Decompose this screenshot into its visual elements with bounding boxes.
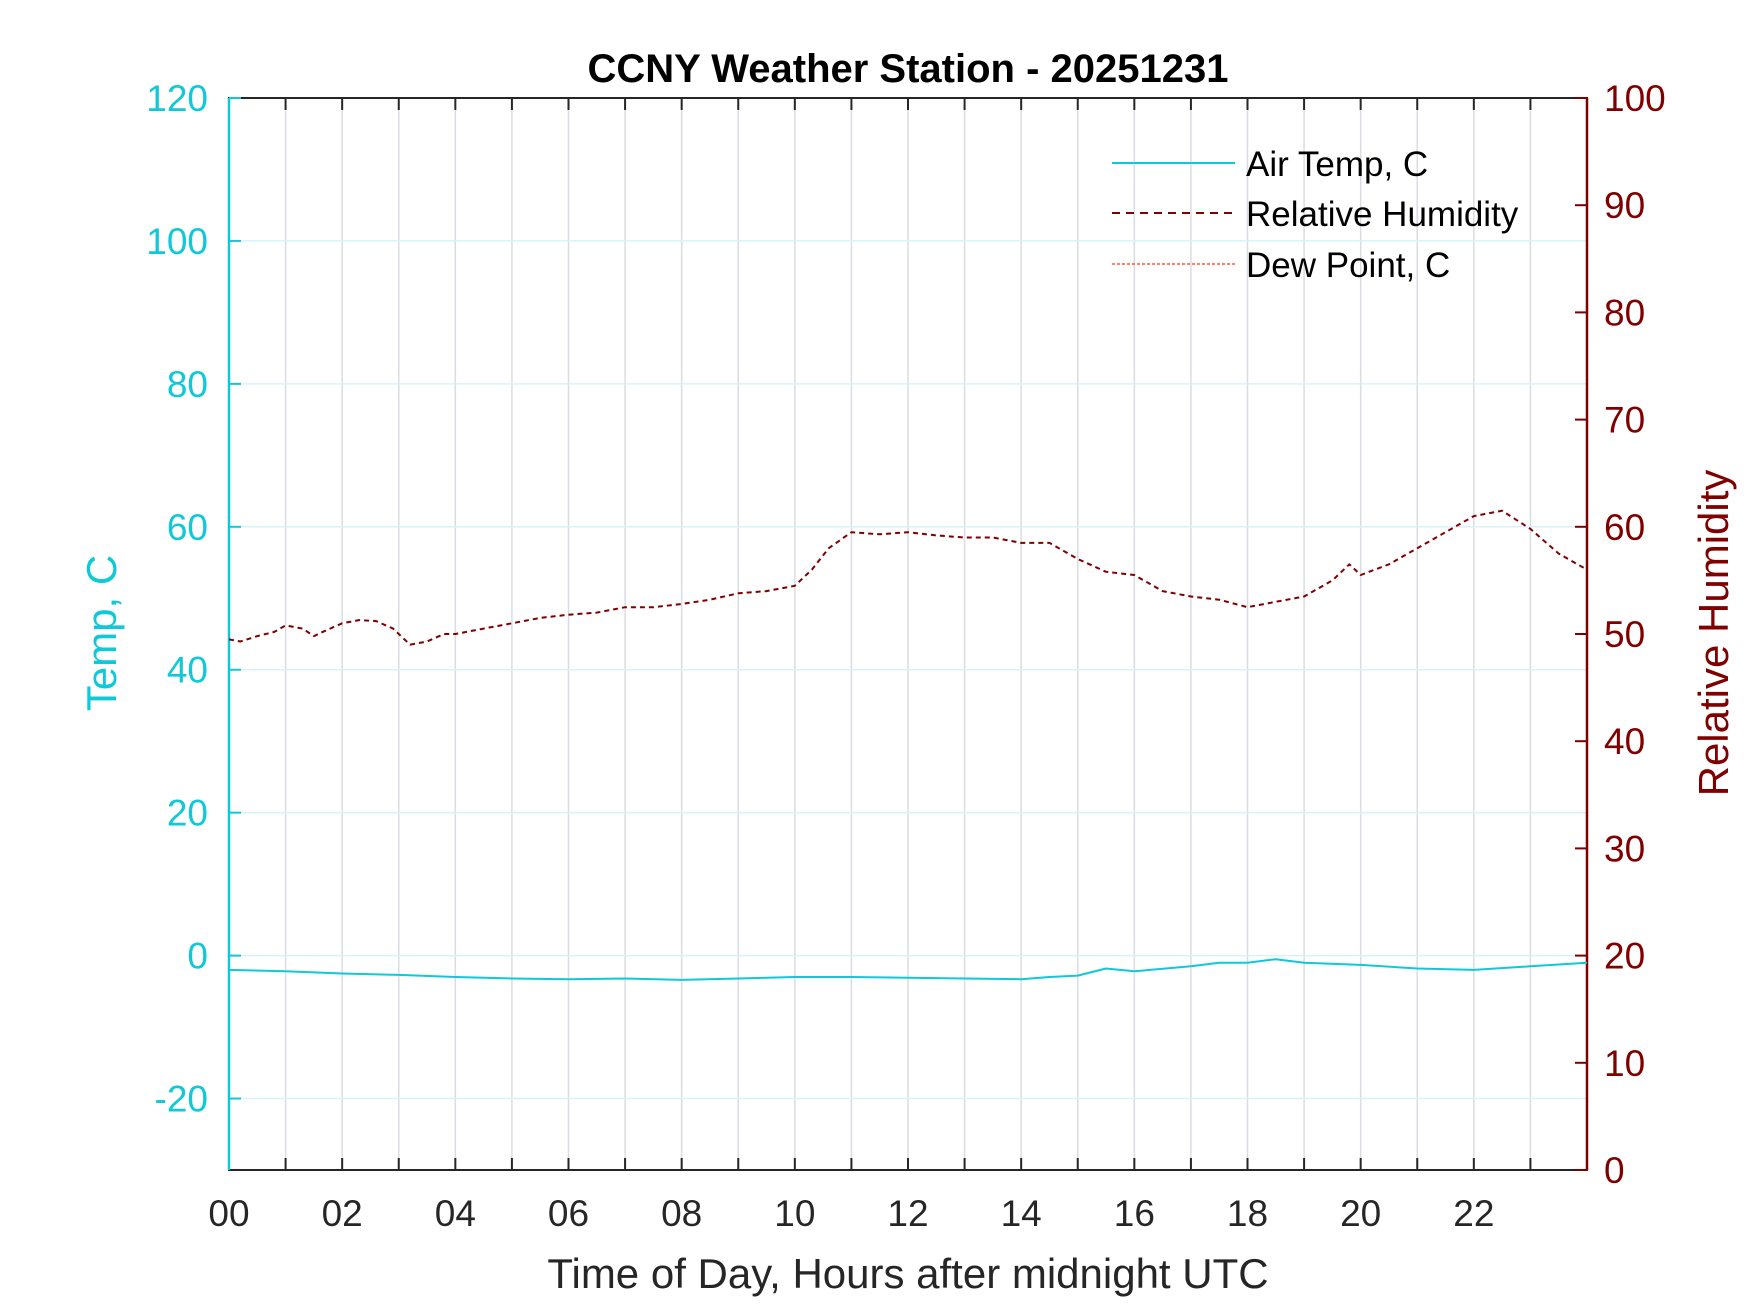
data-series	[228, 509, 1588, 981]
series-line-relative-humidity	[228, 509, 1588, 646]
y-left-tick-label: -20	[155, 1079, 208, 1120]
y-left-tick-label: 100	[146, 221, 208, 262]
y-right-tick-label: 30	[1604, 828, 1645, 869]
y-left-tick-label: 60	[167, 507, 208, 548]
y-left-tick-label: 40	[167, 650, 208, 691]
legend-label-relative-humidity: Relative Humidity	[1246, 195, 1519, 234]
y-right-tick-label: 100	[1604, 78, 1666, 119]
legend-label-air-temp: Air Temp, C	[1246, 145, 1428, 184]
y-right-tick-label: 70	[1604, 400, 1645, 441]
x-tick-label: 06	[548, 1193, 589, 1234]
x-tick-label: 12	[887, 1193, 928, 1234]
y-right-axis-label: Relative Humidity	[1690, 470, 1737, 797]
x-tick-label: 14	[1001, 1193, 1042, 1234]
series-line-air-temp-c	[228, 958, 1588, 981]
grid-lines	[229, 98, 1587, 1170]
x-tick-label: 18	[1227, 1193, 1268, 1234]
y-right-tick-label: 20	[1604, 936, 1645, 977]
x-tick-label: 20	[1340, 1193, 1381, 1234]
x-tick-label: 10	[774, 1193, 815, 1234]
y-right-tick-label: 50	[1604, 614, 1645, 655]
y-left-tick-label: 120	[146, 78, 208, 119]
x-tick-label: 08	[661, 1193, 702, 1234]
legend: Air Temp, C Relative Humidity Dew Point,…	[1112, 145, 1519, 285]
y-right-tick-label: 80	[1604, 292, 1645, 333]
y-right-tick-label: 40	[1604, 721, 1645, 762]
y-right-tick-label: 0	[1604, 1150, 1625, 1191]
x-axis-label: Time of Day, Hours after midnight UTC	[547, 1250, 1268, 1297]
y-right-tick-label: 90	[1604, 185, 1645, 226]
y-left-tick-label: 20	[167, 793, 208, 834]
x-tick-label: 00	[208, 1193, 249, 1234]
chart-title: CCNY Weather Station - 20251231	[588, 47, 1229, 91]
axis-ticks: 00 02 04 06 08 10 12 14 16 18 20 22-200204060801001…	[146, 78, 1665, 1234]
y-left-tick-label: 0	[187, 936, 208, 977]
y-left-tick-label: 80	[167, 364, 208, 405]
y-left-axis-label: Temp, C	[78, 555, 125, 711]
y-right-tick-label: 60	[1604, 507, 1645, 548]
x-tick-label: 02	[322, 1193, 363, 1234]
x-tick-label: 22	[1453, 1193, 1494, 1234]
x-tick-label: 16	[1114, 1193, 1155, 1234]
legend-label-dew-point: Dew Point, C	[1246, 246, 1450, 285]
y-right-tick-label: 10	[1604, 1043, 1645, 1084]
x-tick-label: 04	[435, 1193, 476, 1234]
